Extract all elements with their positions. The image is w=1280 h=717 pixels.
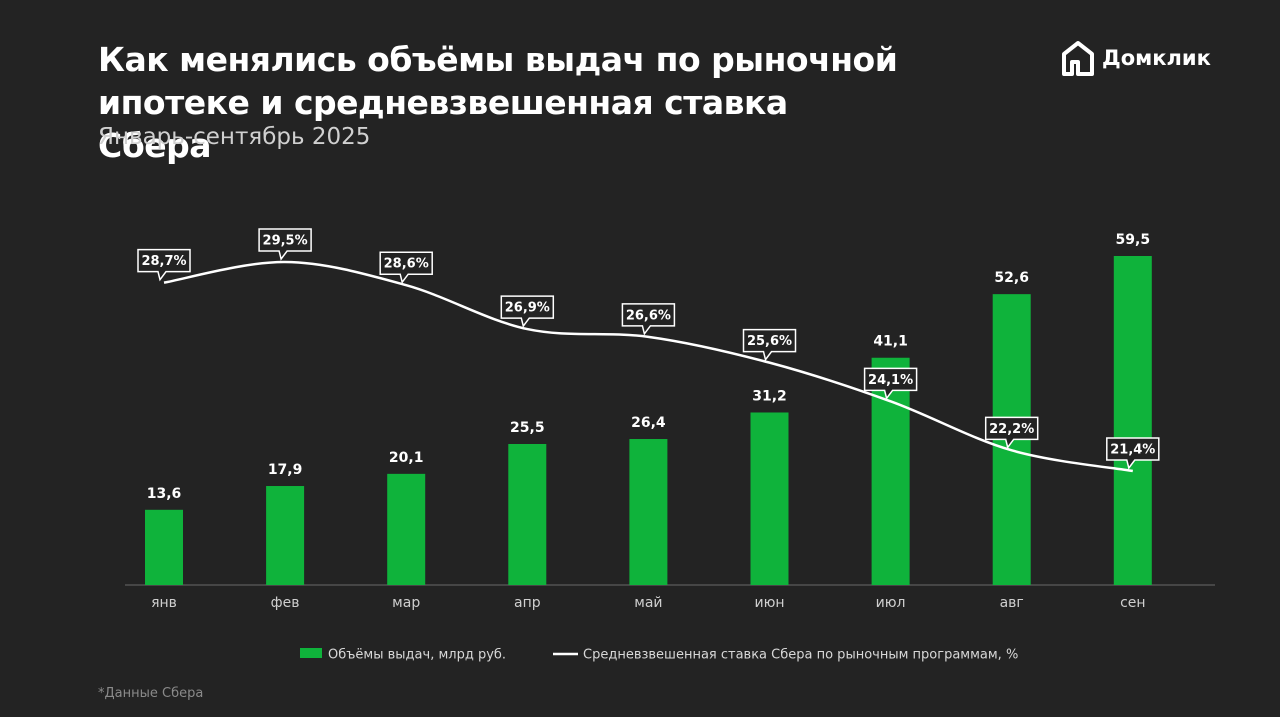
- bar: [145, 509, 183, 585]
- bar: [629, 439, 668, 585]
- x-tick-label: авг: [1000, 595, 1024, 611]
- legend-label: Средневзвешенная ставка Сбера по рыночны…: [583, 648, 1018, 663]
- bar-value-label: 41,1: [873, 334, 908, 350]
- bar: [750, 412, 789, 585]
- x-tick-label: июл: [876, 595, 906, 611]
- line-value-label: 26,9%: [505, 301, 550, 316]
- bar-value-label: 17,9: [268, 462, 303, 478]
- value-label-box: [137, 248, 191, 282]
- line-value-label: 22,2%: [989, 422, 1034, 437]
- bar-value-label: 25,5: [510, 420, 545, 436]
- rate-line: [163, 260, 1134, 473]
- legend-swatch: [300, 648, 322, 658]
- chart-subtitle: Январь-сентябрь 2025: [98, 124, 371, 150]
- value-label-box: [1106, 437, 1160, 470]
- line-value-label: 26,6%: [626, 308, 671, 323]
- value-label-box: [379, 251, 433, 284]
- bar-value-label: 31,2: [752, 388, 787, 404]
- x-tick-label: май: [634, 595, 662, 611]
- x-tick-label: сен: [1120, 595, 1145, 611]
- line-value-label: 24,1%: [868, 373, 913, 388]
- x-tick-label: фев: [271, 595, 300, 611]
- footnote: *Данные Сбера: [98, 686, 204, 701]
- value-label-box: [984, 416, 1039, 450]
- value-label-box: [500, 295, 555, 328]
- bar-value-label: 20,1: [389, 450, 424, 466]
- x-tick-label: янв: [151, 595, 177, 611]
- chart-title: Как менялись объёмы выдач по рыночной ип…: [98, 40, 898, 165]
- bar: [387, 473, 426, 585]
- x-tick-label: апр: [514, 595, 541, 611]
- line-value-label: 28,6%: [384, 257, 429, 272]
- bar-value-label: 13,6: [147, 486, 182, 502]
- value-label-box: [863, 367, 918, 401]
- value-label-box: [742, 328, 797, 362]
- x-tick-label: июн: [754, 595, 784, 611]
- logo-text: Домклик: [1102, 46, 1211, 70]
- logo-icon: [1062, 41, 1094, 76]
- bar-value-label: 59,5: [1116, 232, 1151, 248]
- value-label-box: [621, 303, 676, 336]
- x-tick-label: мар: [392, 595, 420, 611]
- line-value-label: 25,6%: [747, 334, 792, 349]
- line-value-label: 29,5%: [263, 234, 308, 249]
- legend-label: Объёмы выдач, млрд руб.: [328, 648, 506, 663]
- line-value-label: 28,7%: [141, 254, 186, 269]
- value-label-box: [258, 228, 312, 261]
- bar-value-label: 52,6: [994, 270, 1029, 286]
- line-value-label: 21,4%: [1110, 443, 1155, 458]
- bar-value-label: 26,4: [631, 415, 666, 431]
- bar: [508, 444, 547, 585]
- bar: [1113, 256, 1152, 585]
- bar: [266, 486, 305, 585]
- logo: Домклик: [1060, 40, 1211, 76]
